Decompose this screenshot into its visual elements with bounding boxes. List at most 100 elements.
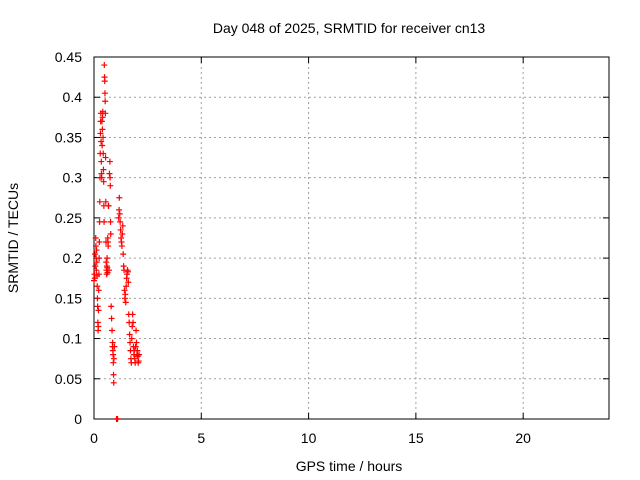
axis-ticks — [93, 56, 609, 420]
grid-lines — [94, 57, 609, 419]
data-point — [110, 379, 117, 386]
data-point — [107, 230, 114, 237]
data-point — [109, 327, 116, 334]
data-point — [118, 243, 125, 250]
x-tick-label: 5 — [197, 430, 205, 446]
data-point — [92, 243, 99, 250]
data-point — [102, 198, 109, 205]
chart-title: Day 048 of 2025, SRMTID for receiver cn1… — [213, 20, 486, 36]
y-tick-label: 0.2 — [63, 250, 83, 266]
data-point — [93, 247, 100, 254]
data-point — [108, 303, 115, 310]
y-tick-label: 0.25 — [55, 210, 82, 226]
y-tick-label: 0.45 — [55, 49, 82, 65]
data-point — [114, 416, 121, 422]
axis-tick-labels: 0 5 10 15 20 0 0.05 0.1 0.15 0.2 0.25 0.3 0.35 0.4 0.4… — [55, 49, 531, 446]
data-point — [105, 243, 112, 250]
data-point — [104, 255, 111, 262]
data-point — [132, 343, 139, 350]
data-point — [96, 198, 103, 205]
data-point — [100, 150, 107, 157]
data-point — [102, 98, 109, 105]
data-point — [110, 371, 117, 378]
data-point — [98, 158, 105, 165]
data-point — [108, 315, 115, 322]
data-point — [100, 178, 107, 185]
y-tick-label: 0 — [74, 411, 82, 427]
data-point — [110, 359, 117, 366]
data-point — [92, 235, 99, 241]
data-point — [99, 114, 106, 121]
data-point — [94, 295, 101, 302]
y-tick-label: 0.15 — [55, 290, 82, 306]
data-points — [91, 62, 143, 422]
data-point — [107, 182, 114, 189]
data-point — [123, 283, 130, 290]
data-point — [94, 283, 101, 290]
data-point — [111, 343, 118, 350]
x-tick-label: 0 — [90, 430, 98, 446]
data-point — [95, 323, 102, 330]
data-point — [101, 218, 108, 225]
data-point — [96, 255, 103, 262]
data-point — [121, 287, 128, 294]
data-point — [94, 303, 101, 310]
data-point — [117, 218, 124, 225]
data-point — [128, 335, 135, 342]
y-axis-title: SRMTID / TECUs — [5, 183, 21, 293]
x-tick-label: 20 — [515, 430, 531, 446]
data-point — [116, 210, 123, 217]
data-point — [110, 351, 117, 358]
data-point — [120, 251, 127, 258]
data-point — [109, 339, 116, 346]
data-point — [105, 202, 112, 209]
data-point — [134, 347, 141, 354]
data-point — [110, 355, 117, 362]
data-point — [95, 271, 102, 278]
data-point — [115, 214, 122, 221]
y-tick-label: 0.05 — [55, 371, 82, 387]
data-point — [101, 90, 108, 97]
data-point — [92, 263, 99, 270]
data-point — [133, 339, 140, 346]
data-point — [101, 78, 108, 85]
data-point — [117, 226, 124, 233]
data-point — [100, 166, 107, 173]
data-point — [96, 239, 103, 246]
x-tick-label: 15 — [408, 430, 424, 446]
data-point — [97, 130, 104, 137]
data-point — [106, 158, 113, 165]
x-axis-title: GPS time / hours — [296, 458, 403, 474]
data-point — [116, 194, 123, 201]
y-tick-label: 0.4 — [63, 89, 83, 105]
data-point — [99, 126, 106, 133]
data-point — [125, 279, 132, 286]
data-point — [129, 311, 136, 318]
data-point — [107, 218, 114, 225]
data-point — [119, 230, 126, 237]
data-point — [98, 138, 105, 145]
data-point — [106, 170, 113, 177]
data-point — [135, 358, 142, 365]
data-point — [107, 174, 114, 181]
data-point — [95, 287, 102, 294]
data-point — [95, 307, 102, 314]
data-point — [102, 154, 109, 161]
data-point — [102, 110, 109, 117]
data-point — [119, 222, 126, 229]
data-point — [130, 319, 137, 326]
data-point — [106, 267, 113, 274]
data-point — [92, 251, 99, 258]
data-point — [122, 299, 129, 306]
data-point — [122, 291, 129, 298]
data-point — [93, 267, 100, 274]
data-point — [101, 62, 108, 69]
data-point — [124, 268, 131, 275]
y-tick-label: 0.1 — [63, 331, 83, 347]
data-point — [99, 142, 106, 149]
data-point — [133, 327, 140, 334]
y-tick-label: 0.3 — [63, 170, 83, 186]
data-point — [126, 331, 133, 338]
